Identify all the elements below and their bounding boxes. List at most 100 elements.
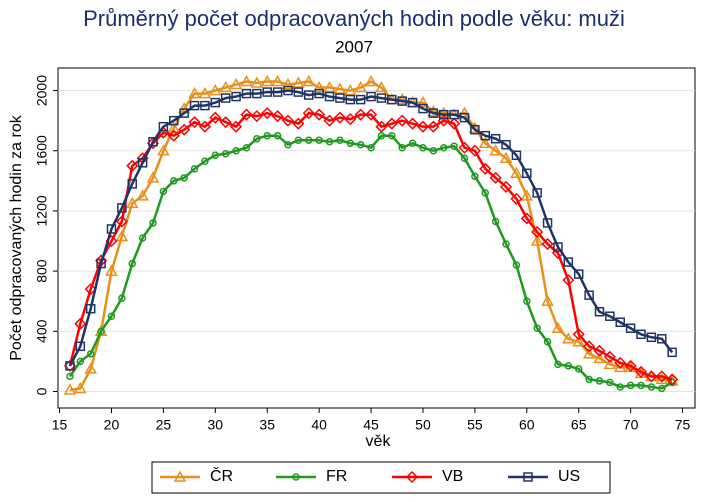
marker <box>302 107 315 120</box>
marker <box>65 361 75 371</box>
marker <box>158 121 169 132</box>
marker <box>364 108 378 121</box>
marker <box>283 85 293 96</box>
marker <box>179 108 189 118</box>
marker <box>198 120 211 133</box>
marker <box>272 87 283 97</box>
marker <box>564 362 573 370</box>
marker <box>655 370 668 383</box>
marker <box>595 377 604 385</box>
marker <box>169 115 179 126</box>
marker <box>126 159 139 172</box>
marker <box>189 100 200 111</box>
marker <box>106 224 117 234</box>
marker <box>292 76 305 88</box>
marker <box>74 381 87 394</box>
marker <box>167 129 180 142</box>
marker <box>355 94 366 105</box>
marker <box>105 264 118 276</box>
marker <box>450 142 458 150</box>
marker <box>419 143 427 152</box>
marker <box>543 338 552 346</box>
marker <box>345 94 356 105</box>
marker <box>367 143 375 152</box>
marker <box>437 106 451 118</box>
marker <box>242 143 251 152</box>
marker <box>499 151 513 164</box>
marker <box>117 203 127 213</box>
marker <box>333 111 346 124</box>
marker <box>294 136 303 144</box>
marker <box>232 146 240 155</box>
y-tick-label: 400 <box>34 319 50 343</box>
marker <box>312 81 326 93</box>
marker <box>366 91 376 102</box>
marker <box>658 384 666 393</box>
marker <box>354 108 367 121</box>
marker <box>240 74 253 87</box>
marker <box>574 365 583 373</box>
marker <box>388 131 396 140</box>
y-tick-label: 1200 <box>34 195 50 226</box>
marker <box>562 332 575 344</box>
marker <box>127 179 137 189</box>
marker <box>84 362 97 374</box>
x-axis-label: věk <box>366 433 392 450</box>
marker <box>468 144 481 157</box>
marker <box>85 303 96 314</box>
marker <box>491 217 500 226</box>
marker <box>314 88 324 99</box>
marker <box>229 78 243 90</box>
marker <box>271 74 284 87</box>
x-tick-label: 30 <box>208 417 224 433</box>
marker <box>637 381 645 390</box>
marker <box>636 329 646 340</box>
y-tick-label: 0 <box>34 387 50 395</box>
marker <box>188 116 201 129</box>
marker <box>499 180 513 193</box>
marker <box>96 258 106 269</box>
marker <box>253 134 261 143</box>
legend-label: VB <box>442 468 463 485</box>
marker <box>531 225 544 239</box>
marker <box>209 111 222 124</box>
marker <box>407 97 418 108</box>
marker <box>625 323 636 334</box>
marker <box>554 360 562 369</box>
marker <box>115 229 129 242</box>
marker <box>344 84 357 96</box>
marker <box>605 311 615 321</box>
marker <box>260 74 274 87</box>
marker <box>75 341 86 352</box>
marker <box>626 381 635 390</box>
marker <box>178 123 191 136</box>
marker <box>364 74 378 87</box>
marker <box>593 351 606 364</box>
marker <box>479 162 492 175</box>
marker <box>582 347 596 359</box>
chart-subtitle: 2007 <box>335 37 373 56</box>
marker <box>448 117 461 130</box>
chart-title: Průměrný počet odpracovaných hodin podle… <box>83 6 625 31</box>
marker <box>593 344 606 357</box>
x-tick-label: 35 <box>259 417 275 433</box>
marker <box>563 257 574 267</box>
y-tick-label: 2000 <box>34 75 50 106</box>
marker <box>293 87 304 97</box>
marker <box>324 91 335 102</box>
legend-marker <box>173 470 187 482</box>
marker <box>209 84 222 96</box>
marker <box>221 150 230 158</box>
marker <box>97 327 105 336</box>
marker <box>76 357 85 366</box>
legend-marker <box>523 472 533 482</box>
marker <box>241 88 252 99</box>
marker <box>427 120 440 133</box>
marker <box>263 131 271 140</box>
marker <box>585 375 593 384</box>
marker <box>471 172 479 181</box>
marker <box>416 96 430 108</box>
marker <box>501 139 511 150</box>
x-tick-label: 65 <box>571 417 587 433</box>
